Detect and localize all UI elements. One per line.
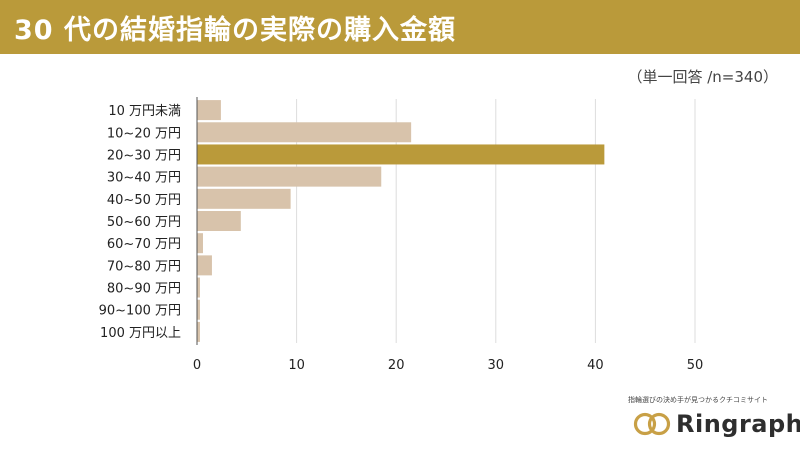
category-label: 100 万円以上 xyxy=(100,326,181,341)
category-label: 60~70 万円 xyxy=(107,237,181,252)
bar xyxy=(197,211,241,231)
category-label: 90~100 万円 xyxy=(99,304,181,319)
category-label: 10 万円未満 xyxy=(108,104,181,119)
brand-tagline: 指輪選びの決め手が見つかるクチコミサイト xyxy=(628,396,768,404)
bar xyxy=(197,277,200,298)
x-tick-label: 10 xyxy=(288,358,305,373)
x-tick-label: 50 xyxy=(687,358,704,373)
bar xyxy=(197,188,291,209)
page-title: 30 代の結婚指輪の実際の購入金額 xyxy=(14,15,456,46)
category-label: 70~80 万円 xyxy=(107,259,181,274)
category-label: 30~40 万円 xyxy=(107,171,181,186)
brand-name: Ringraph xyxy=(676,410,800,438)
bar xyxy=(197,233,203,254)
bar xyxy=(197,100,221,121)
brand-logo-area: Ringraph xyxy=(632,409,800,439)
category-label: 50~60 万円 xyxy=(107,215,181,230)
x-tick-label: 30 xyxy=(488,358,505,373)
x-tick-label: 40 xyxy=(587,358,604,373)
bar xyxy=(197,321,200,342)
bar xyxy=(197,122,412,143)
x-tick-label: 20 xyxy=(388,358,405,373)
bar xyxy=(197,166,382,187)
bar xyxy=(197,255,212,276)
rings-logo-icon xyxy=(633,412,671,436)
category-label: 10~20 万円 xyxy=(107,126,181,141)
category-label: 40~50 万円 xyxy=(107,193,181,208)
bar xyxy=(197,299,200,320)
sample-note: （単一回答 /n=340） xyxy=(627,68,778,86)
title-banner: 30 代の結婚指輪の実際の購入金額 xyxy=(0,0,800,54)
category-label: 80~90 万円 xyxy=(107,282,181,297)
category-label: 20~30 万円 xyxy=(107,148,181,163)
x-tick-label: 0 xyxy=(193,358,201,373)
bar xyxy=(197,144,605,165)
